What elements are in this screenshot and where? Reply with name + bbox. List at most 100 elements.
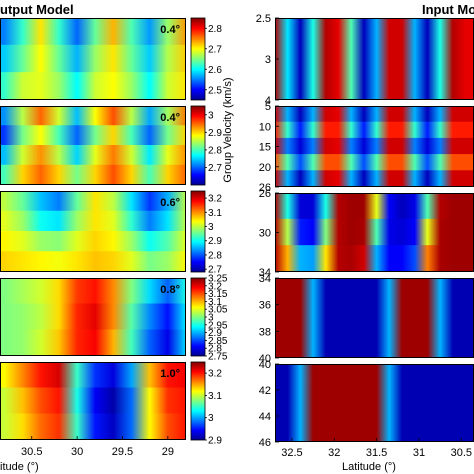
input-heatmap-2 xyxy=(275,106,474,187)
heatmap-band xyxy=(275,218,474,247)
heatmap-band xyxy=(0,413,186,440)
panel-frame xyxy=(0,18,186,100)
colorbar-tick-label: 3.05 xyxy=(208,305,228,316)
y-tick-label: 36 xyxy=(259,300,271,312)
heatmap-band xyxy=(275,170,474,187)
heatmap-band xyxy=(275,18,474,100)
heatmap-band xyxy=(0,278,186,305)
y-tick-label: 46 xyxy=(259,437,271,449)
heatmap-band xyxy=(0,106,186,127)
y-tick-label: 34 xyxy=(259,273,271,285)
y-tick-label: 20 xyxy=(259,162,271,174)
colorbar-gradient xyxy=(190,190,206,273)
x-tick-label: 30.5 xyxy=(451,447,472,459)
x-tick-label: 31.5 xyxy=(366,447,387,459)
colorbar-tick-label: 3.2 xyxy=(208,194,222,205)
input-y-axis-5: 40 42 44 46 xyxy=(259,359,279,449)
y-tick-label: 30 xyxy=(259,228,271,240)
x-tick-label: 30.5 xyxy=(21,446,42,458)
heatmap-band xyxy=(275,137,474,156)
panel-frame xyxy=(0,191,186,272)
resolution-annotation: 0.4° xyxy=(160,112,180,124)
colorbar-tick-label: 3 xyxy=(208,313,214,324)
colorbar-tick-label: 3.25 xyxy=(208,274,228,285)
colorbar-tick-label: 3.1 xyxy=(208,208,222,219)
y-tick-label: 38 xyxy=(259,326,271,338)
output-heatmap-3 xyxy=(0,191,186,272)
colorbar-gradient xyxy=(190,277,206,357)
heatmap-band xyxy=(275,106,474,123)
y-tick-label: 10 xyxy=(259,121,271,133)
y-tick-label: 44 xyxy=(259,411,271,423)
colorbar-tick-label: 3.15 xyxy=(208,289,228,300)
colorbar-tick-label: 2.7 xyxy=(208,163,222,174)
y-tick-label: 40 xyxy=(259,353,271,365)
heatmap-band xyxy=(0,72,186,100)
output-model-panels: 0.4° 2.82.72.62.50.4° 32.92.82.70.6° 3.23.1… xyxy=(0,17,228,447)
y-tick-label: 42 xyxy=(259,385,271,397)
colorbar-tick-label: 3.1 xyxy=(208,391,222,402)
right-x-axis-label: Latitude (°) xyxy=(342,461,396,473)
colorbar-tick-label: 2.9 xyxy=(208,328,222,339)
right-heading: Input Mo xyxy=(422,2,474,17)
colorbar-tick-label: 3 xyxy=(208,413,214,424)
input-heatmap-1 xyxy=(275,18,474,100)
colorbar-tick-label: 2.7 xyxy=(208,265,222,276)
colorbar-tick-label: 2.5 xyxy=(208,85,222,96)
output-heatmap-2 xyxy=(0,106,186,185)
resolution-annotation: 0.4° xyxy=(160,24,180,36)
y-tick-label: 26 xyxy=(259,182,271,194)
colorbar-tick-label: 2.6 xyxy=(208,65,222,76)
colorbar-tick-label: 2.8 xyxy=(208,344,222,355)
heatmap-band xyxy=(0,251,186,272)
output-heatmap-4 xyxy=(0,278,186,356)
heatmap-band xyxy=(0,125,186,146)
input-y-axis-2: 5 10 15 20 26 xyxy=(259,101,279,194)
left-x-axis-label: itude (°) xyxy=(0,461,39,473)
colorbar-label: Group Velocity (km/s) xyxy=(222,77,234,182)
colorbar-tick-label: 2.9 xyxy=(208,436,222,447)
x-tick-label: 29.5 xyxy=(112,446,133,458)
heatmap-band xyxy=(0,164,186,185)
colorbar-tick-label: 2.8 xyxy=(208,24,222,35)
colorbar-3: 3.2 3.1 3 2.9 2.8 2.7 xyxy=(190,190,222,276)
colorbar-tick-label: 2.85 xyxy=(208,336,228,347)
panel-frame xyxy=(0,106,186,185)
panel-frame xyxy=(0,278,186,356)
colorbar-tick-label: 2.8 xyxy=(208,145,222,156)
colorbar-tick-label: 2.9 xyxy=(208,128,222,139)
colorbar-tick-label: 2.75 xyxy=(208,352,228,363)
x-tick-label: 32 xyxy=(328,447,340,459)
resolution-annotation: 1.0° xyxy=(160,368,180,380)
y-tick-label: 40 xyxy=(259,359,271,371)
y-tick-label: 4 xyxy=(265,95,271,107)
x-tick-label: 30 xyxy=(71,446,83,458)
heatmap-band xyxy=(275,121,474,139)
panel-frame xyxy=(0,362,186,440)
heatmap-band xyxy=(0,303,186,331)
heatmap-band xyxy=(0,231,186,253)
heatmap-band xyxy=(275,193,474,220)
heatmap-band xyxy=(275,245,474,272)
input-y-axis-1: 2.5 3 4 xyxy=(256,13,279,107)
x-tick-label: 32.5 xyxy=(281,447,302,459)
x-tick-label: 31 xyxy=(413,447,425,459)
heatmap-band xyxy=(0,329,186,356)
input-y-axis-3: 26 30 34 xyxy=(259,188,279,279)
heatmap-band xyxy=(0,191,186,212)
heatmap-band xyxy=(275,278,474,358)
input-y-axis-4: 34 36 38 40 xyxy=(259,273,279,365)
colorbar-tick-label: 2.7 xyxy=(208,44,222,55)
heatmap-band xyxy=(0,145,186,166)
heatmap-band xyxy=(0,387,186,415)
heatmap-band xyxy=(275,154,474,172)
output-heatmap-5 xyxy=(0,362,186,440)
input-heatmap-3 xyxy=(275,193,474,272)
left-heading: utput Model xyxy=(0,2,74,17)
y-tick-label: 15 xyxy=(259,142,271,154)
y-tick-label: 26 xyxy=(259,188,271,200)
right-x-axis: 32.5 32 31.5 31 30.5 xyxy=(281,438,472,459)
